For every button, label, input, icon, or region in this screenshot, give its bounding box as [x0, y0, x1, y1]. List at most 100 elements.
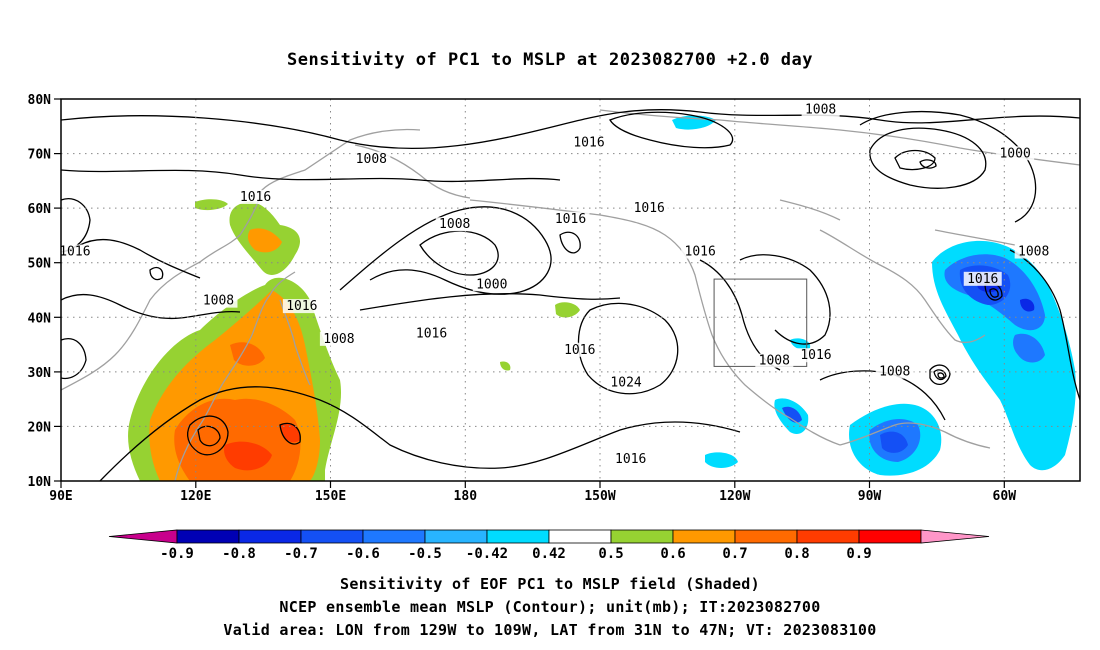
contour-label: 1016: [967, 272, 998, 287]
colorbar-label: 0.9: [846, 546, 871, 562]
lon-tick-label: 90W: [858, 489, 882, 504]
contour-label: 1016: [573, 135, 604, 150]
colorbar-segment: [362, 529, 426, 544]
contour-label-background: [607, 375, 646, 390]
coastlines: [61, 109, 1080, 481]
contour-label: 1008: [1018, 245, 1049, 260]
contour-label: 1008: [805, 103, 836, 118]
lat-tick-label: 30N: [28, 366, 52, 381]
contour-label-background: [61, 244, 94, 259]
contour-label-background: [319, 331, 358, 346]
contour-label-background: [611, 451, 650, 466]
contour-label-background: [963, 271, 1002, 286]
lat-tick-label: 60N: [28, 202, 52, 217]
lat-tick-label: 40N: [28, 311, 52, 326]
lat-tick-labels: 80N 70N 60N 50N 40N 30N 20N 10N: [28, 93, 52, 490]
colorbar-segment: [238, 529, 302, 544]
contour-label: 1008: [323, 332, 354, 347]
contour-label: 1000: [476, 277, 507, 292]
colorbar-label: -0.8: [222, 546, 256, 562]
colorbar-label: 0.8: [784, 546, 809, 562]
contour-label: 1008: [356, 152, 387, 167]
axis-ticks: [54, 98, 1005, 488]
caption-shading: Sensitivity of EOF PC1 to MSLP field (Sh…: [340, 575, 760, 593]
chart-title: Sensitivity of PC1 to MSLP at 2023082700…: [286, 50, 813, 70]
colorbar-label: -0.9: [160, 546, 194, 562]
colorbar-segment: [796, 529, 860, 544]
contour-label-background: [1014, 244, 1053, 259]
contour-label: 1016: [555, 212, 586, 227]
contour-label: 1016: [564, 343, 595, 358]
lat-tick-label: 10N: [28, 475, 52, 490]
lon-tick-label: 180: [454, 489, 478, 504]
colorbar-segment: [300, 529, 364, 544]
lat-tick-label: 70N: [28, 148, 52, 163]
lat-tick-label: 80N: [28, 93, 52, 108]
colorbar-low-extension: [108, 529, 178, 544]
contour-label: 1000: [999, 146, 1030, 161]
contour-label: 1024: [610, 376, 641, 391]
contour-label-background: [996, 146, 1035, 161]
lat-tick-label: 20N: [28, 420, 52, 435]
contour-label-background: [875, 364, 914, 379]
contour-label: 1008: [759, 354, 790, 369]
contour-label-background: [681, 244, 720, 259]
positive-sensitivity-shading: [128, 199, 580, 481]
isobar-contours: [61, 109, 1080, 481]
lon-tick-label: 120W: [719, 489, 750, 504]
lon-tick-labels: 90E 120E 150E 180 150W 120W 90W 60W: [49, 489, 1016, 504]
colorbar-label: -0.7: [284, 546, 318, 562]
contour-label-background: [412, 326, 451, 341]
contour-labels: 1008 1016 1008 1000 1016 1008 1016 1016 1016 1008…: [59, 102, 1053, 467]
colorbar-label: -0.6: [346, 546, 380, 562]
contour-label: 1016: [615, 452, 646, 467]
contour-label-background: [472, 277, 511, 292]
contour-label-background: [199, 293, 238, 308]
contour-label-background: [352, 151, 391, 166]
contour-label-background: [570, 135, 609, 150]
contour-label: 1016: [685, 245, 716, 260]
colorbar-labels: -0.9 -0.8 -0.7 -0.6 -0.5 -0.42 0.42 0.5 0.6 0.7 0.…: [160, 546, 872, 562]
lon-tick-label: 150W: [584, 489, 615, 504]
contour-label-background: [801, 102, 840, 117]
contour-label-background: [560, 342, 599, 357]
lat-tick-label: 50N: [28, 257, 52, 272]
contour-label: 1016: [416, 326, 447, 341]
contour-label: 1008: [439, 217, 470, 232]
colorbar-high-extension: [920, 529, 990, 544]
contour-label: 1008: [879, 365, 910, 380]
lon-tick-label: 120E: [180, 489, 211, 504]
colorbar-segment: [734, 529, 798, 544]
colorbar: [108, 529, 990, 544]
colorbar-segment: [672, 529, 736, 544]
contour-label-background: [236, 189, 275, 204]
contour-label: 1016: [59, 245, 90, 260]
caption-valid-area: Valid area: LON from 129W to 109W, LAT f…: [223, 621, 877, 639]
colorbar-label: -0.42: [466, 546, 508, 562]
contour-label: 1008: [203, 294, 234, 309]
contour-label: 1016: [286, 299, 317, 314]
map-area: 1008 1016 1008 1000 1016 1008 1016 1016 1016 1008…: [59, 99, 1080, 481]
colorbar-label: 0.42: [532, 546, 566, 562]
colorbar-segment: [548, 529, 612, 544]
contour-label: 1016: [634, 201, 665, 216]
colorbar-segment: [858, 529, 922, 544]
colorbar-segment: [486, 529, 550, 544]
caption-contour: NCEP ensemble mean MSLP (Contour); unit(…: [279, 598, 821, 616]
contour-label-background: [282, 299, 321, 314]
lon-tick-label: 60W: [993, 489, 1017, 504]
colorbar-label: 0.5: [598, 546, 623, 562]
colorbar-label: -0.5: [408, 546, 442, 562]
lon-tick-label: 90E: [49, 489, 72, 504]
contour-label-background: [435, 217, 474, 232]
contour-label-background: [551, 211, 590, 226]
colorbar-segment: [424, 529, 488, 544]
contour-label: 1016: [800, 348, 831, 363]
contour-label-background: [755, 353, 794, 368]
colorbar-label: 0.7: [722, 546, 747, 562]
colorbar-segment: [610, 529, 674, 544]
lon-tick-label: 150E: [315, 489, 346, 504]
map-frame: [60, 98, 1081, 482]
contour-label: 1016: [240, 190, 271, 205]
colorbar-label: 0.6: [660, 546, 685, 562]
